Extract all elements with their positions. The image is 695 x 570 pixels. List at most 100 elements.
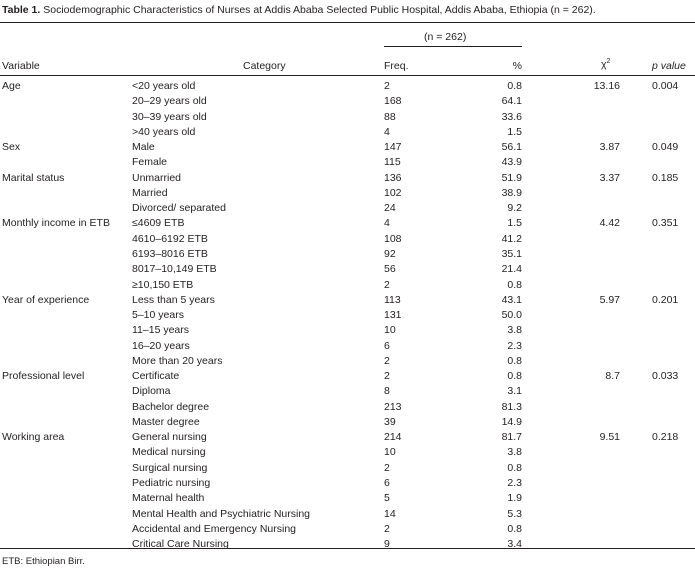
cell-percent: 0.8 <box>507 370 522 383</box>
cell-percent: 3.1 <box>507 385 522 398</box>
cell-category: <20 years old <box>132 80 196 92</box>
cell-category: Critical Care Nursing <box>132 538 229 551</box>
cell-freq: 6 <box>384 339 390 352</box>
cell-category: Unmarried <box>132 171 182 184</box>
cell-percent: 21.4 <box>501 263 522 276</box>
cell-category: Male <box>132 141 155 154</box>
footnote: ETB: Ethiopian Birr. <box>2 556 85 567</box>
table-label: Table 1. <box>2 4 41 16</box>
cell-percent: 2.3 <box>507 339 522 352</box>
cell-percent: 1.5 <box>507 217 522 230</box>
top-rule <box>0 22 695 23</box>
table-row: Age <20 years old 2 0.8 13.16 0.004 <box>0 80 695 95</box>
cell-percent: 5.3 <box>507 507 522 520</box>
cell-percent: 0.8 <box>507 278 522 291</box>
cell-category: 6193–8016 ETB <box>132 247 208 260</box>
table-row: 5–10 years 131 50.0 <box>0 309 695 324</box>
cell-category: Female <box>132 156 168 169</box>
cell-percent: 50.0 <box>501 309 522 322</box>
cell-category: Accidental and Emergency Nursing <box>132 522 297 535</box>
cell-category: Master degree <box>132 415 200 428</box>
cell-category: Married <box>132 186 168 199</box>
cell-category: Medical nursing <box>132 446 206 459</box>
cell-percent: 56.1 <box>501 141 522 154</box>
table-caption: Table 1. Sociodemographic Characteristic… <box>2 4 596 16</box>
table-row: Medical nursing 10 3.8 <box>0 446 695 461</box>
cell-category: General nursing <box>132 431 207 444</box>
header-variable: Variable <box>2 60 40 72</box>
cell-category: 4610–6192 ETB <box>132 232 208 245</box>
cell-category: >40 years old <box>132 125 196 138</box>
cell-variable: Year of experience <box>2 293 90 306</box>
cell-freq: 14 <box>384 507 396 520</box>
table-row: Marital status Unmarried 136 51.9 3.37 0.185 <box>0 172 695 187</box>
cell-freq: 92 <box>384 247 396 260</box>
table-row: Mental Health and Psychiatric Nursing 14 5… <box>0 508 695 523</box>
cell-category: Divorced/ separated <box>132 202 226 215</box>
cell-category: 20–29 years old <box>132 95 207 108</box>
cell-freq: 2 <box>384 522 390 535</box>
cell-freq: 56 <box>384 263 396 276</box>
table-row: Monthly income in ETB ≤4609 ETB 4 1.5 4.42 0.… <box>0 217 695 232</box>
group-header: (n = 262) <box>424 31 467 43</box>
table-row: >40 years old 4 1.5 <box>0 126 695 141</box>
table-row: Female 115 43.9 <box>0 156 695 171</box>
table-row: Year of experience Less than 5 years 113 43… <box>0 294 695 309</box>
chi-symbol: χ <box>601 58 607 71</box>
cell-percent: 3.8 <box>507 324 522 337</box>
cell-freq: 213 <box>384 400 402 413</box>
cell-freq: 9 <box>384 538 390 551</box>
header-category: Category <box>243 60 286 72</box>
table-row: ≥10,150 ETB 2 0.8 <box>0 279 695 294</box>
cell-chi-square: 9.51 <box>599 431 620 444</box>
cell-freq: 214 <box>384 431 402 444</box>
cell-category: ≥10,150 ETB <box>132 278 194 291</box>
cell-category: Maternal health <box>132 492 205 505</box>
cell-percent: 41.2 <box>501 232 522 245</box>
table-row: Pediatric nursing 6 2.3 <box>0 477 695 492</box>
cell-category: Pediatric nursing <box>132 477 211 490</box>
cell-category: ≤4609 ETB <box>132 217 185 230</box>
cell-freq: 10 <box>384 446 396 459</box>
cell-percent: 0.8 <box>507 461 522 474</box>
group-rule <box>384 46 522 47</box>
cell-freq: 131 <box>384 309 402 322</box>
cell-category: 30–39 years old <box>132 110 207 123</box>
cell-p-value: 0.218 <box>652 431 679 444</box>
table-row: Sex Male 147 56.1 3.87 0.049 <box>0 141 695 156</box>
cell-percent: 33.6 <box>501 110 522 123</box>
cell-freq: 136 <box>384 171 402 184</box>
cell-freq: 2 <box>384 370 390 383</box>
table-row: 6193–8016 ETB 92 35.1 <box>0 248 695 263</box>
bottom-rule <box>0 548 695 549</box>
cell-percent: 14.9 <box>501 415 522 428</box>
table-row: Professional level Certificate 2 0.8 8.7 0.03… <box>0 370 695 385</box>
cell-variable: Professional level <box>2 370 85 383</box>
cell-category: Mental Health and Psychiatric Nursing <box>132 507 310 520</box>
cell-freq: 147 <box>384 141 402 154</box>
cell-freq: 168 <box>384 95 402 108</box>
table-row: Bachelor degree 213 81.3 <box>0 401 695 416</box>
table-row: Married 102 38.9 <box>0 187 695 202</box>
cell-freq: 108 <box>384 232 402 245</box>
cell-percent: 0.8 <box>507 522 522 535</box>
cell-p-value: 0.004 <box>652 80 679 92</box>
cell-freq: 4 <box>384 217 390 230</box>
cell-percent: 38.9 <box>501 186 522 199</box>
cell-variable: Working area <box>2 431 65 444</box>
cell-percent: 3.4 <box>507 538 522 551</box>
cell-freq: 88 <box>384 110 396 123</box>
table-row: Surgical nursing 2 0.8 <box>0 462 695 477</box>
chi-superscript: 2 <box>606 58 611 65</box>
cell-freq: 10 <box>384 324 396 337</box>
cell-chi-square: 3.37 <box>599 171 620 184</box>
header-p-value: p value <box>652 60 686 72</box>
header-freq: Freq. <box>384 60 409 72</box>
cell-percent: 81.3 <box>501 400 522 413</box>
cell-variable: Monthly income in ETB <box>2 217 110 230</box>
table-row: Accidental and Emergency Nursing 2 0.8 <box>0 523 695 538</box>
cell-freq: 115 <box>384 156 401 169</box>
cell-freq: 2 <box>384 278 390 291</box>
cell-percent: 2.3 <box>507 477 522 490</box>
table-row: Master degree 39 14.9 <box>0 416 695 431</box>
